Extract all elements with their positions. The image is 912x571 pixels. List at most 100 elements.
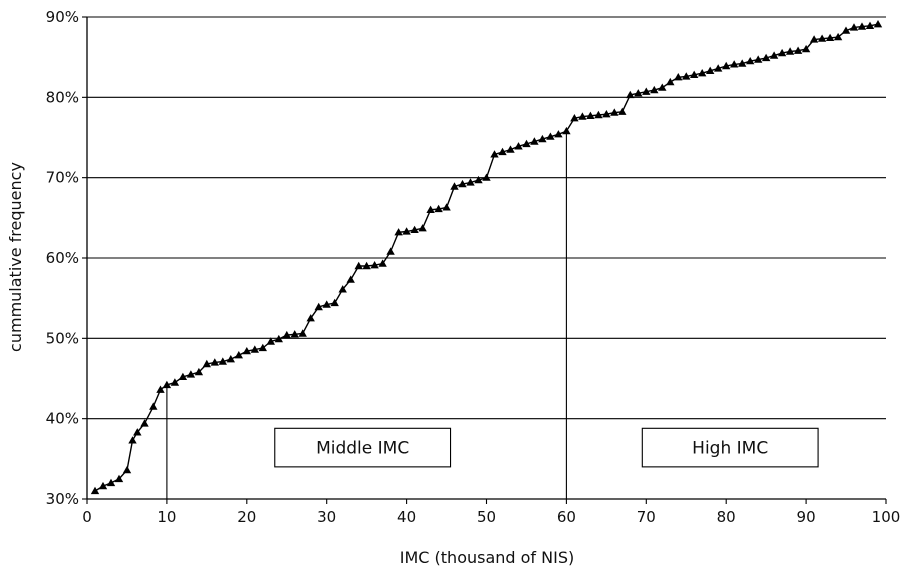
- data-point: [156, 385, 165, 393]
- data-point: [738, 59, 747, 67]
- data-point: [202, 359, 211, 368]
- data-point: [458, 179, 467, 188]
- data-point: [282, 330, 291, 339]
- x-tick-label: 50: [477, 508, 496, 526]
- data-point: [274, 334, 283, 343]
- data-point: [825, 33, 835, 41]
- data-point: [666, 77, 675, 86]
- data-point: [90, 486, 100, 495]
- data-point: [234, 351, 243, 359]
- data-point: [554, 130, 563, 138]
- data-point: [785, 47, 795, 55]
- data-point: [498, 147, 507, 156]
- data-point: [338, 285, 347, 293]
- data-point: [730, 60, 739, 68]
- data-point: [546, 132, 555, 140]
- data-point: [722, 61, 731, 70]
- data-point: [434, 204, 443, 213]
- y-tick-label: 90%: [46, 8, 79, 26]
- data-point: [218, 357, 227, 365]
- y-tick-label: 80%: [46, 88, 79, 106]
- data-point: [306, 314, 315, 322]
- data-point: [865, 21, 875, 29]
- data-point: [149, 402, 158, 410]
- data-point: [562, 126, 571, 135]
- data-point: [578, 112, 587, 120]
- data-point: [506, 145, 515, 153]
- data-point: [242, 347, 251, 355]
- data-point: [514, 142, 523, 150]
- data-point: [290, 330, 299, 338]
- data-point: [354, 261, 363, 270]
- annotation-label: Middle IMC: [316, 439, 409, 459]
- x-tick-label: 30: [317, 508, 336, 526]
- data-point: [777, 48, 787, 57]
- data-point: [258, 343, 267, 352]
- series: [90, 20, 883, 495]
- annotations: Middle IMC High IMC: [274, 427, 819, 468]
- data-point: [194, 367, 204, 376]
- data-point: [114, 474, 124, 483]
- data-point: [442, 203, 451, 211]
- data-point: [106, 478, 116, 487]
- data-point: [386, 247, 395, 255]
- data-point: [690, 70, 699, 78]
- data-point: [857, 22, 867, 30]
- x-tick-label: 100: [872, 508, 901, 526]
- data-point: [570, 114, 579, 122]
- annotation-box: [274, 427, 452, 468]
- data-point: [410, 225, 419, 233]
- y-tick-label: 30%: [46, 490, 79, 508]
- data-point: [610, 108, 619, 116]
- data-point: [530, 137, 539, 145]
- data-point: [642, 87, 651, 95]
- data-point: [809, 35, 819, 43]
- y-tick-label: 60%: [46, 249, 79, 267]
- data-point: [346, 275, 355, 283]
- series-line: [94, 23, 879, 492]
- data-point: [674, 73, 683, 81]
- data-point: [450, 182, 459, 190]
- data-point: [746, 57, 755, 65]
- data-point: [618, 107, 627, 115]
- data-point: [162, 380, 172, 389]
- axes: 30% 40% 50% 60% 70% 80% 90% 0 10 20 30 40 50 60 70 80 90…: [46, 8, 901, 526]
- data-point: [128, 436, 137, 444]
- data-point: [226, 355, 235, 363]
- data-point: [769, 51, 779, 59]
- reference-lines: [166, 131, 567, 499]
- data-point: [698, 69, 707, 77]
- data-point: [754, 55, 763, 63]
- data-point: [761, 53, 771, 62]
- data-point: [801, 44, 811, 53]
- data-point: [426, 205, 435, 213]
- data-point: [849, 23, 859, 31]
- data-point: [378, 259, 387, 267]
- data-point: [706, 66, 715, 74]
- data-point: [250, 345, 259, 353]
- data-point: [841, 26, 851, 34]
- data-point: [817, 34, 827, 42]
- x-tick-label: 0: [82, 508, 92, 526]
- data-point: [522, 139, 531, 148]
- data-point: [298, 329, 307, 337]
- data-point: [873, 20, 883, 28]
- data-point: [140, 419, 149, 427]
- y-tick-label: 40%: [46, 410, 79, 428]
- data-point: [133, 428, 142, 436]
- data-point: [658, 83, 667, 91]
- annotation-box: [641, 427, 819, 468]
- data-point: [714, 64, 723, 72]
- grid: [87, 16, 886, 420]
- data-point: [594, 110, 603, 119]
- data-point: [474, 175, 483, 184]
- data-point: [418, 224, 427, 232]
- data-point: [178, 372, 188, 380]
- data-point: [682, 72, 691, 80]
- data-point: [170, 378, 180, 386]
- data-point: [266, 337, 275, 345]
- x-tick-label: 10: [157, 508, 176, 526]
- data-point: [394, 228, 403, 236]
